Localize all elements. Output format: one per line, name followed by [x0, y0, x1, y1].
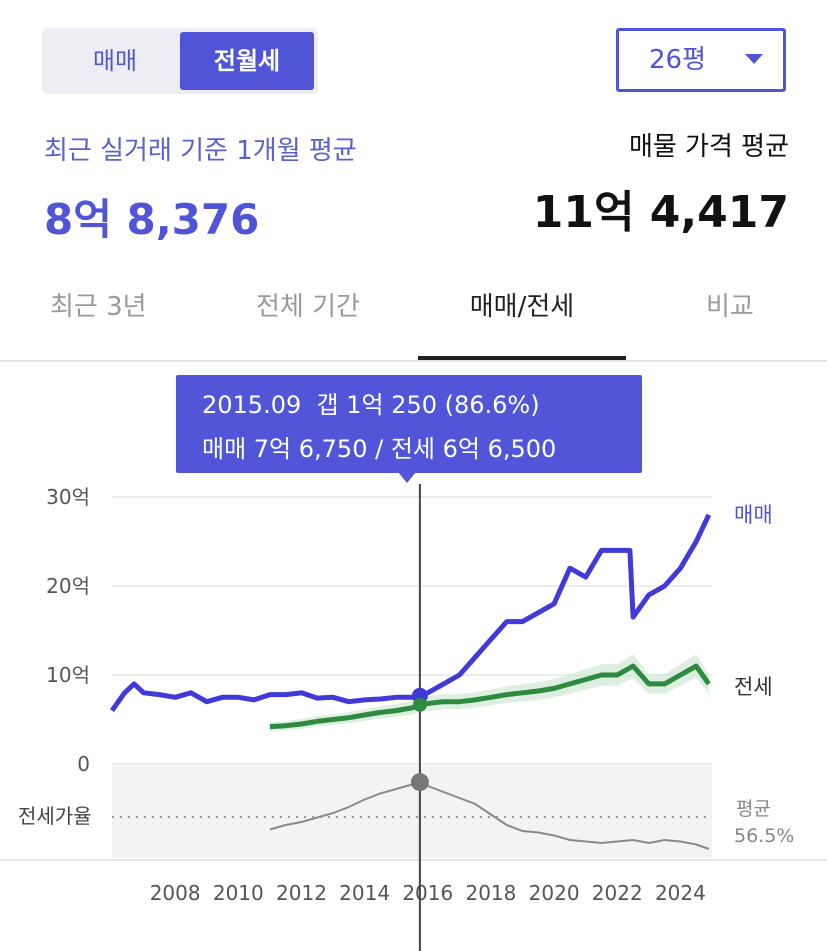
y-axis-ticks: 30억 20억 10억 0: [46, 485, 90, 776]
rent-toggle-button[interactable]: 전월세: [180, 32, 314, 90]
ratio-title: 전세가율: [18, 804, 92, 828]
tooltip-price-line: 매매 7억 6,750 / 전세 6억 6,500: [202, 435, 557, 463]
tooltip-pointer: [398, 472, 416, 483]
jeonse-price-line: [269, 663, 711, 730]
tooltip-gap-line: 2015.09 갭 1억 250 (86.6%): [202, 391, 540, 419]
y-tick-label: 10억: [46, 663, 90, 687]
listing-average-label: 매물 가격 평균: [628, 132, 789, 162]
x-tick-label: 2022: [592, 881, 643, 905]
x-tick-label: 2008: [150, 881, 201, 905]
jeonse-marker: [412, 697, 427, 712]
active-tab-indicator: [418, 356, 626, 360]
x-tick-label: 2018: [465, 881, 516, 905]
chart-grid: [112, 496, 712, 765]
x-tick-label: 2016: [402, 881, 453, 905]
crosshair: [410, 484, 429, 951]
tab-all-period[interactable]: 전체 기간: [256, 292, 360, 322]
series-label-jeonse: 전세: [734, 675, 773, 699]
x-tick-label: 2014: [339, 881, 390, 905]
tab-compare[interactable]: 비교: [706, 292, 754, 322]
deal-type-toggle: 매매 전월세: [42, 28, 318, 94]
series-label-sale: 매매: [734, 503, 773, 527]
tab-recent-3y[interactable]: 최근 3년: [50, 292, 147, 322]
y-tick-label: 20억: [46, 574, 90, 598]
jeonse-ratio-line: [269, 781, 710, 850]
x-tick-label: 2012: [276, 881, 327, 905]
tab-sale-jeonse[interactable]: 매매/전세: [469, 292, 575, 322]
recent-average-value: 8억 8,376: [44, 195, 260, 244]
x-axis-ticks: 2008 2010 2012 2014 2016 2018 2020 2022 2024: [150, 881, 706, 905]
x-tick-label: 2020: [529, 881, 580, 905]
chart-tooltip: 2015.09 갭 1억 250 (86.6%) 매매 7억 6,750 / 전…: [176, 375, 642, 473]
listing-average-value: 11억 4,417: [532, 187, 789, 238]
average-value: 56.5%: [734, 825, 794, 847]
period-tabs: 최근 3년 전체 기간 매매/전세 비교: [0, 280, 827, 362]
x-tick-label: 2024: [655, 881, 706, 905]
recent-average-label: 최근 실거래 기준 1개월 평균: [44, 136, 357, 166]
caret-down-icon: [745, 54, 763, 64]
y-tick-label: 0: [77, 752, 90, 776]
x-tick-label: 2010: [213, 881, 264, 905]
sale-toggle-button[interactable]: 매매: [92, 47, 138, 75]
average-label: 평균: [736, 798, 771, 820]
y-tick-label: 30억: [46, 485, 90, 509]
ratio-marker: [410, 773, 429, 792]
size-dropdown[interactable]: 26평: [616, 28, 786, 92]
size-dropdown-value: 26평: [649, 45, 707, 75]
